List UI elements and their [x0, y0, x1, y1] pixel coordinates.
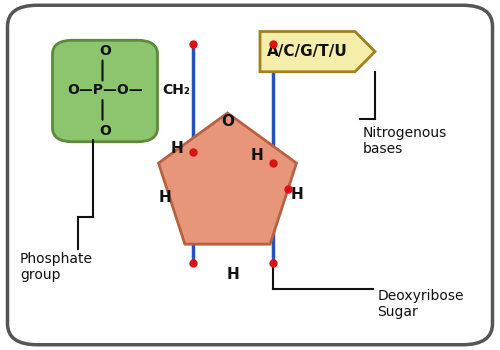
FancyBboxPatch shape	[52, 40, 158, 142]
Text: H: H	[226, 267, 239, 282]
Text: H: H	[158, 190, 172, 205]
Text: O: O	[99, 44, 111, 58]
Polygon shape	[260, 32, 375, 72]
Text: Nitrogenous
bases: Nitrogenous bases	[362, 126, 447, 156]
Text: O: O	[99, 124, 111, 138]
Polygon shape	[158, 113, 296, 244]
Text: A/C/G/T/U: A/C/G/T/U	[267, 44, 348, 59]
Text: O—P—O—: O—P—O—	[67, 83, 143, 97]
FancyBboxPatch shape	[8, 5, 492, 345]
Text: CH₂: CH₂	[162, 83, 190, 97]
Text: Deoxyribose
Sugar: Deoxyribose Sugar	[378, 289, 464, 319]
Text: H: H	[251, 148, 264, 163]
Text: O: O	[221, 114, 234, 130]
Text: H: H	[291, 187, 304, 202]
Text: Phosphate
group: Phosphate group	[20, 252, 93, 282]
Text: H: H	[171, 141, 184, 156]
